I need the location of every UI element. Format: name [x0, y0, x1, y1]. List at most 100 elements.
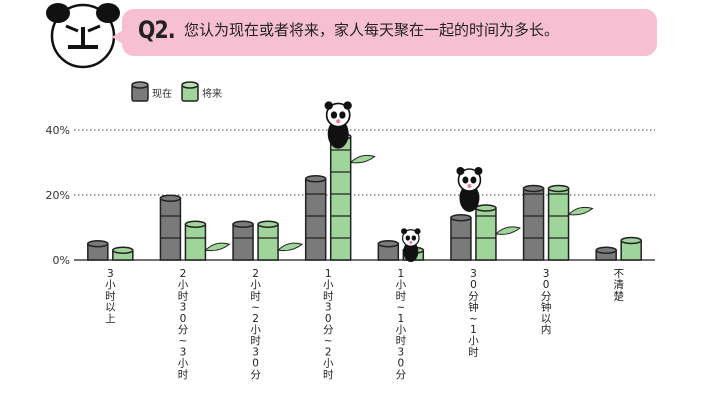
bar-future: [112, 246, 134, 261]
legend-swatch-future: [181, 81, 199, 102]
x-tick-label-char: 2: [180, 268, 187, 280]
x-tick-label-char: 3: [397, 346, 404, 358]
y-tick-label: 0%: [53, 254, 70, 267]
bar-future: [184, 220, 207, 261]
bar-current-cap: [232, 220, 254, 228]
x-tick-label-char: 分: [178, 324, 189, 336]
x-tick-label-char: 时: [178, 290, 189, 302]
x-tick-label-char: 0: [180, 313, 187, 325]
panda-part: [409, 241, 413, 244]
x-tick-label-char: 小: [105, 279, 116, 291]
x-tick-label-char: 时: [468, 346, 479, 358]
bar-future: [547, 184, 570, 261]
bamboo-leaf-icon: [349, 154, 376, 164]
bar-current-body: [159, 197, 182, 261]
bar-current-cap: [304, 175, 327, 183]
bar-current: [304, 175, 327, 261]
x-tick-label-char: 0: [543, 279, 550, 291]
x-tick-label-char: 分: [396, 369, 407, 381]
x-tick-label-char: 1: [397, 268, 404, 280]
legend-item-current: 现在: [131, 81, 172, 103]
x-tick-label-char: 内: [541, 323, 552, 336]
panda-part: [462, 176, 469, 184]
panda-icon: [401, 228, 421, 262]
x-tick-label-char: 时: [250, 335, 261, 347]
x-tick-label-char: 小: [468, 335, 479, 347]
panda-part: [327, 119, 349, 149]
x-tick-label-char: 1: [470, 324, 477, 336]
x-tick-label-char: 3: [252, 346, 259, 358]
bar-current-cap: [87, 240, 109, 248]
x-tick-label-char: ~: [396, 302, 405, 314]
bar-future: [329, 132, 352, 261]
bar-future-cap: [257, 220, 279, 228]
bar-current-cap: [522, 184, 545, 193]
bar-current-body: [232, 223, 254, 261]
x-tick-label-char: 小: [250, 324, 261, 336]
bamboo-leaf-icon: [567, 206, 594, 216]
x-tick-label-char: ~: [469, 313, 478, 325]
bar-current-cap: [450, 214, 472, 222]
bar-current: [87, 240, 109, 261]
x-tick-label-char: ~: [179, 335, 188, 347]
x-tick-label-char: 0: [252, 358, 259, 370]
panda-icon: [456, 167, 483, 212]
x-tick-label-char: 小: [250, 279, 261, 291]
x-tick-label-char: 小: [396, 279, 407, 291]
panda-part: [474, 167, 483, 175]
x-tick-label-char: 钟: [468, 301, 479, 314]
bar-future-cap: [475, 204, 497, 212]
x-tick-label-char: 时: [178, 369, 189, 381]
bar-future-cap: [112, 246, 134, 254]
panda-part: [325, 102, 351, 128]
x-tick-label-char: 时: [396, 335, 407, 347]
legend-label-future: 将来: [202, 88, 222, 100]
bar-current-body: [522, 187, 545, 261]
x-tick-label-char: 3: [470, 268, 477, 280]
x-tick-label-char: 1: [325, 268, 332, 280]
x-tick-label-char: ~: [324, 335, 333, 347]
x-tick-label-char: 2: [325, 346, 332, 358]
bar-current: [159, 194, 182, 261]
x-tick-label-char: 3: [180, 302, 187, 314]
bar-future-body: [184, 223, 207, 261]
panda-part: [343, 101, 352, 110]
panda-part: [414, 228, 421, 235]
x-tick-label-char: 小: [323, 279, 334, 291]
bar-future-cap: [547, 184, 570, 193]
bar-current: [450, 214, 472, 261]
x-tick-label-char: 时: [250, 290, 261, 302]
panda-part: [411, 235, 417, 241]
x-tick-label-char: 小: [396, 324, 407, 336]
bar-current: [377, 240, 400, 261]
bar-future-body: [329, 135, 352, 261]
x-tick-label-char: 楚: [613, 289, 624, 302]
x-tick-label-char: 2: [252, 268, 259, 280]
panda-part: [459, 184, 480, 212]
legend-label-current: 现在: [152, 88, 172, 100]
panda-part: [336, 119, 341, 124]
panda-part: [324, 101, 333, 110]
x-tick-label-char: 3: [107, 268, 114, 280]
x-tick-label-char: 时: [323, 290, 334, 302]
bar-current-cap: [595, 246, 617, 254]
x-tick-label-char: 2: [252, 313, 259, 325]
panda-part: [339, 111, 346, 119]
bamboo-leaf-icon: [204, 242, 231, 252]
x-tick-label-char: 3: [543, 268, 550, 280]
panda-part: [401, 228, 408, 235]
bar-future-cap: [620, 236, 642, 245]
x-tick-label-char: 3: [180, 346, 187, 358]
x-tick-label-char: 0: [325, 313, 332, 325]
question-bubble: [122, 9, 657, 56]
legend-item-future: 将来: [181, 81, 222, 103]
x-tick-label-char: 时: [323, 369, 334, 381]
bar-current: [232, 220, 254, 261]
x-tick-label-char: 分: [468, 290, 479, 302]
legend-swatch-current: [131, 81, 149, 102]
bar-current-body: [304, 178, 327, 261]
panda-part: [403, 241, 419, 262]
panda-part: [457, 168, 482, 192]
panda-part: [467, 184, 472, 188]
